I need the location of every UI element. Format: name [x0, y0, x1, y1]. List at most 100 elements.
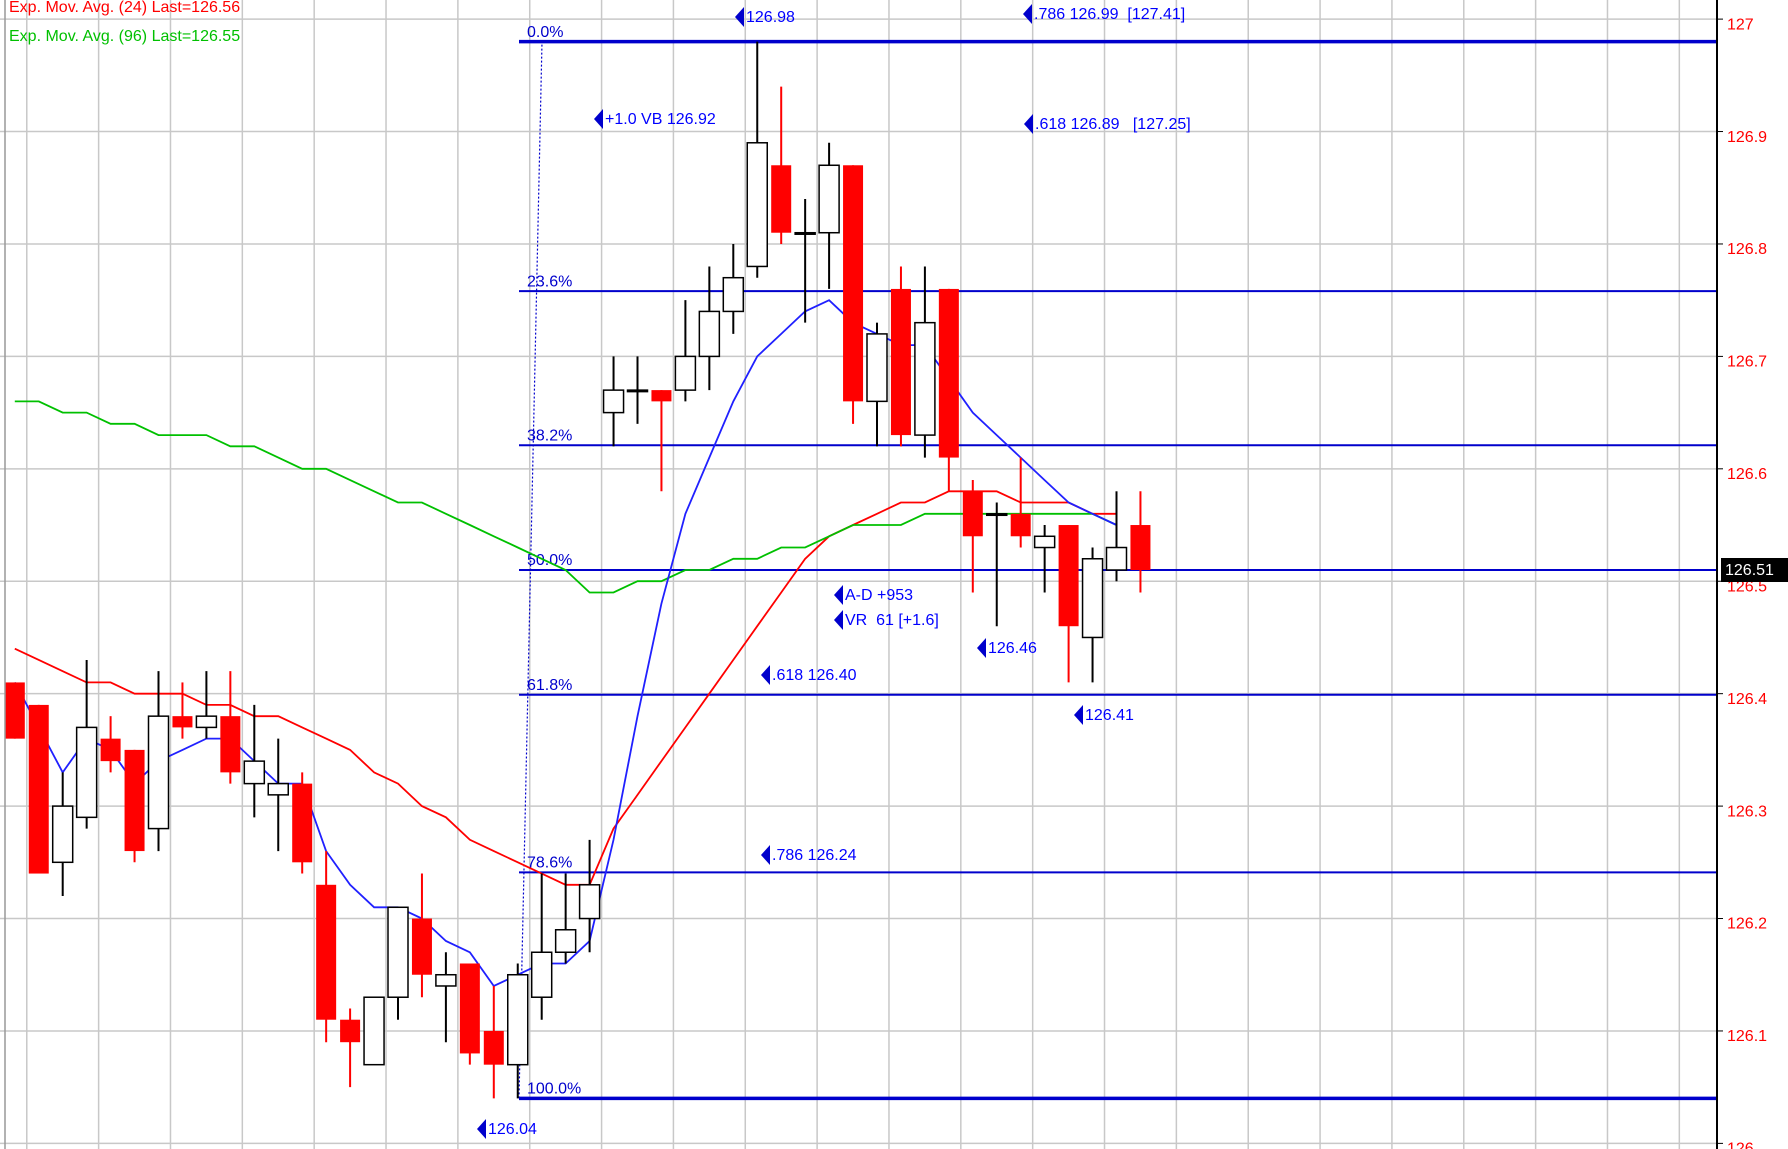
candle-body — [411, 918, 432, 975]
marker-arrow — [1023, 4, 1032, 24]
marker-arrow — [735, 7, 744, 27]
candle-body — [890, 288, 911, 436]
fib-level-label: 78.6% — [527, 855, 572, 872]
marker-arrow — [594, 109, 603, 129]
candle-body — [602, 389, 625, 414]
marker-arrow — [1074, 705, 1083, 725]
marker-arrow — [761, 845, 770, 865]
candle-body — [340, 1019, 361, 1043]
annotation: .618 126.89 [127.25] — [1035, 116, 1191, 133]
annotation: +1.0 VB 126.92 — [605, 111, 716, 128]
candles — [4, 41, 1151, 1099]
candle-body — [771, 165, 792, 233]
y-tick-label: 126.5 — [1727, 578, 1767, 595]
fib-anchor-line — [518, 41, 543, 1099]
y-tick-label: 126.4 — [1727, 691, 1767, 708]
ma-line — [14, 400, 1117, 594]
y-tick-label: 126.8 — [1727, 241, 1767, 258]
candle-body — [818, 164, 840, 234]
legend-entry: Exp. Mov. Avg. (96) Last=126.55 — [9, 28, 240, 45]
candle-body — [28, 704, 49, 874]
annotation: 126.04 — [488, 1121, 537, 1138]
candle-body — [75, 726, 98, 819]
candle-body — [220, 716, 241, 773]
candle-body — [866, 333, 888, 403]
y-tick-label: 126.6 — [1727, 466, 1767, 483]
grid — [0, 0, 1717, 1149]
annotations: 126.98 .786 126.99 [127.41] +1.0 VB 126.92… — [477, 4, 1191, 1139]
fibonacci-levels: 0.0%23.6%38.2%50.0%61.8%78.6%100.0% — [518, 24, 1717, 1101]
legend-entry: Exp. Mov. Avg. (24) Last=126.56 — [9, 0, 240, 16]
y-tick-label: 126 — [1727, 1141, 1754, 1149]
fib-level-label: 0.0% — [527, 24, 563, 41]
candle-body — [722, 276, 745, 313]
candle-body — [578, 884, 601, 920]
marker-arrow — [977, 638, 986, 658]
candle-body — [1105, 546, 1128, 571]
fib-level-label: 61.8% — [527, 677, 572, 694]
candle-body — [363, 996, 385, 1066]
candle-body — [986, 513, 1008, 517]
annotation: .786 126.24 — [772, 847, 857, 864]
candle-body — [1033, 535, 1056, 549]
last-price-label: 126.51 — [1725, 562, 1774, 579]
candle-body — [483, 1030, 504, 1065]
annotation: A-D +953 — [845, 587, 913, 604]
candle-body — [843, 165, 864, 402]
candle-body — [530, 951, 553, 998]
price-axis: 126 126.1 126.2 126.3 126.4 126.5 126.6 126.7 12… — [4, 0, 1788, 1149]
y-tick-label: 126.1 — [1727, 1028, 1767, 1045]
y-tick-label: 126.7 — [1727, 354, 1767, 371]
marker-arrow — [834, 610, 843, 630]
last-price-badge — [1721, 558, 1788, 583]
y-tick-label: 126.3 — [1727, 803, 1767, 820]
candle-body — [147, 715, 170, 830]
y-tick-label: 126.2 — [1727, 916, 1767, 933]
fib-level-label: 100.0% — [527, 1081, 581, 1098]
candle-body — [1130, 525, 1151, 571]
candle-body — [554, 929, 577, 954]
annotation: .786 126.99 [127.41] — [1034, 6, 1185, 23]
marker-arrow — [477, 1119, 486, 1139]
candle-body — [938, 288, 959, 458]
candle-body — [124, 749, 145, 852]
candle-body — [746, 142, 768, 268]
annotation: 126.98 — [746, 9, 795, 26]
candle-body — [267, 782, 289, 796]
candle-body — [459, 963, 480, 1054]
candle-body — [51, 805, 74, 864]
candle-body — [243, 760, 266, 785]
candle-body — [1081, 558, 1104, 639]
candle-body — [1010, 513, 1031, 537]
candle-body — [794, 231, 816, 235]
candle-body — [100, 738, 121, 762]
candle-body — [172, 716, 193, 728]
y-tick-label: 126.9 — [1727, 129, 1767, 146]
candle-body — [292, 783, 313, 863]
candle-body — [1058, 525, 1079, 627]
fib-level-label: 23.6% — [527, 273, 572, 290]
y-tick-label: 127 — [1727, 16, 1754, 33]
annotation: 126.41 — [1085, 707, 1134, 724]
candle-body — [914, 321, 936, 436]
candle-body — [962, 491, 983, 537]
candle-body — [651, 390, 672, 402]
candle-body — [507, 973, 529, 1066]
fib-level-label: 38.2% — [527, 427, 572, 444]
candle-body — [626, 389, 649, 393]
candle-body — [4, 682, 25, 739]
candle-body — [674, 355, 697, 391]
candle-body — [387, 906, 409, 998]
annotation: .618 126.40 — [772, 667, 857, 684]
marker-arrow — [834, 585, 843, 605]
candle-body — [195, 715, 218, 729]
candle-body — [316, 884, 337, 1020]
marker-arrow — [1024, 114, 1033, 134]
legend: Exp. Mov. Avg. (24) Last=126.56 Exp. Mov.… — [9, 0, 240, 45]
marker-arrow — [761, 665, 770, 685]
annotation: 126.46 — [988, 640, 1037, 657]
annotation: VR 61 [+1.6] — [845, 612, 939, 629]
